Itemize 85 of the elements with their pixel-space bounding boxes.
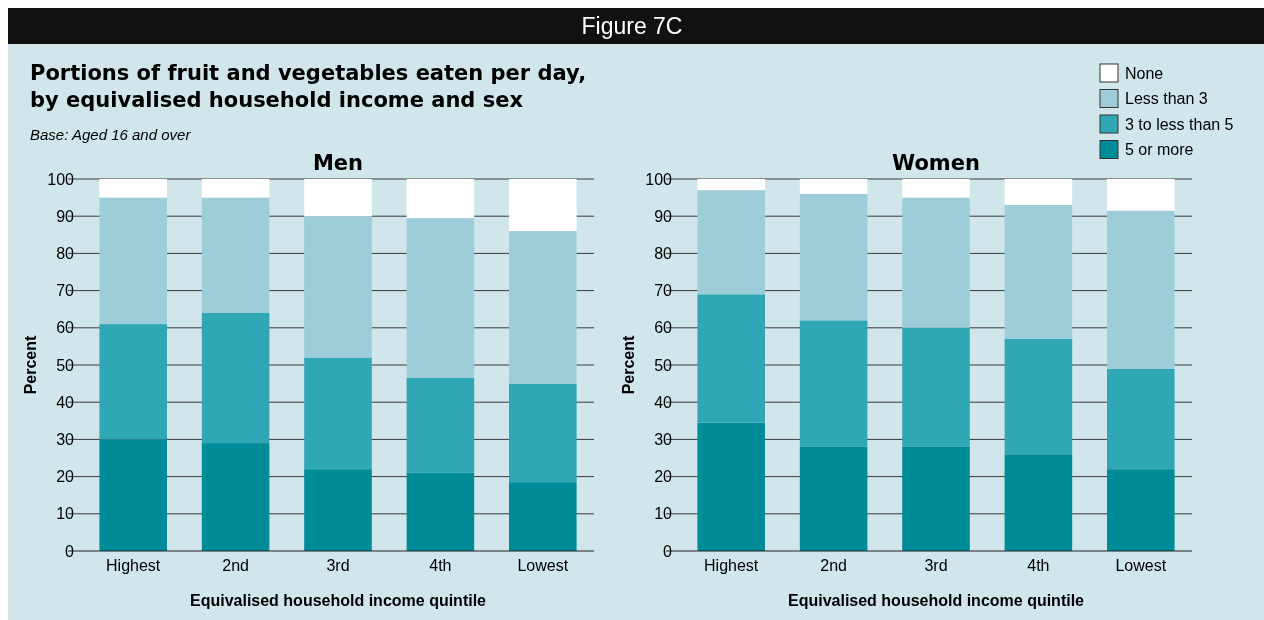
y-tick-label: 90 (56, 207, 75, 225)
legend-label: Less than 3 (1125, 90, 1208, 108)
bar (509, 179, 577, 232)
bar (406, 472, 475, 551)
y-tick-label: 40 (56, 393, 75, 411)
legend-label: 5 or more (1125, 141, 1194, 159)
bar (902, 327, 970, 447)
y-tick-label: 100 (47, 170, 75, 188)
x-tick-label: Lowest (517, 557, 569, 574)
bar (1107, 469, 1175, 551)
y-tick-label: 90 (654, 207, 673, 225)
y-tick-label: 70 (56, 282, 75, 300)
bar (201, 179, 270, 198)
y-tick-label: 60 (654, 319, 673, 337)
bar (406, 378, 475, 473)
bar (1004, 205, 1073, 339)
x-tick-label: 3rd (924, 557, 948, 574)
bar (799, 446, 868, 551)
bar (509, 231, 577, 384)
bar (1107, 210, 1175, 369)
y-tick-label: 0 (65, 542, 75, 560)
y-tick-label: 10 (654, 505, 673, 523)
x-tick-label: 2nd (222, 557, 249, 574)
bar (99, 197, 167, 325)
y-tick-label: 10 (56, 505, 75, 523)
bar (697, 190, 765, 295)
bar (799, 179, 868, 194)
bar (697, 179, 765, 191)
bar (697, 422, 765, 551)
bar (1004, 454, 1073, 551)
y-tick-label: 70 (654, 282, 673, 300)
chart-title: Men (312, 151, 364, 175)
y-tick-label: 30 (56, 431, 75, 448)
y-tick-label: 0 (663, 542, 673, 560)
legend-label: 3 to less than 5 (1125, 115, 1234, 133)
y-tick-label: 100 (645, 170, 673, 188)
x-tick-label: 4th (429, 557, 452, 574)
x-tick-label: Highest (106, 557, 161, 574)
bar (201, 443, 270, 551)
legend-label: None (1125, 64, 1164, 82)
y-tick-label: 40 (654, 393, 673, 411)
text: Base: Aged 16 and over (30, 126, 192, 143)
x-tick-label: Highest (704, 557, 759, 574)
x-axis-title: Equivalised household income quintile (787, 592, 1085, 609)
y-tick-label: 50 (654, 356, 673, 374)
y-tick-label: 20 (654, 468, 673, 486)
bar (902, 197, 970, 328)
x-tick-label: 4th (1027, 557, 1050, 574)
y-tick-label: 60 (56, 319, 75, 337)
bar (201, 197, 270, 313)
chart-title: Women (892, 151, 980, 175)
y-tick-label: 80 (654, 245, 673, 262)
bar (304, 179, 372, 217)
x-tick-label: Lowest (1115, 557, 1167, 574)
bar (406, 179, 475, 219)
bar (406, 218, 475, 379)
bar (1107, 179, 1175, 211)
bar (201, 312, 270, 444)
bar (509, 383, 577, 483)
bar (99, 179, 167, 198)
bar (799, 193, 868, 321)
bar (697, 294, 765, 423)
bar (99, 439, 167, 551)
y-tick-label: 50 (56, 356, 75, 374)
bar (902, 446, 970, 551)
bar (304, 357, 372, 470)
bar (902, 179, 970, 198)
bar (1107, 368, 1175, 470)
x-tick-label: 3rd (326, 557, 350, 574)
bar (1004, 179, 1073, 206)
bar (509, 482, 577, 551)
y-tick-label: 30 (654, 431, 673, 448)
caption: Figure 7C (581, 13, 683, 39)
y-tick-label: 80 (56, 245, 75, 262)
bar (799, 320, 868, 447)
bar (304, 216, 372, 358)
bar (304, 469, 372, 551)
text: Portions of fruit and vegetables eaten per day, by equivalised household income and sex (30, 61, 587, 112)
y-axis-title: Percent (620, 334, 637, 395)
y-axis-title: Percent (22, 334, 39, 395)
y-tick-label: 20 (56, 468, 75, 486)
x-tick-label: 2nd (820, 557, 847, 574)
bar (1004, 338, 1073, 455)
bar (99, 324, 167, 440)
x-axis-title: Equivalised household income quintile (189, 592, 487, 609)
